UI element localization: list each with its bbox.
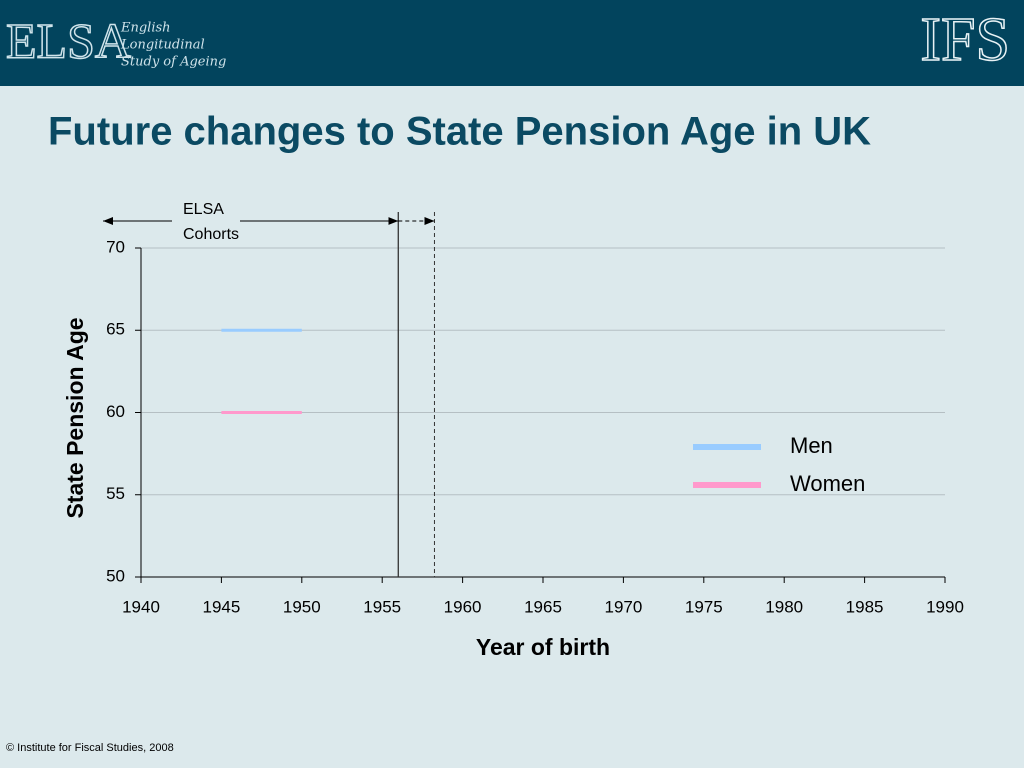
x-tick-label: 1940 [122,597,160,616]
y-tick-label: 60 [106,402,125,421]
footer: © Institute for Fiscal Studies, 2008 [6,742,174,754]
elsa-logo: ELSA [6,12,131,68]
logo-line: Longitudinal [120,38,205,53]
x-tick-label: 1970 [604,597,642,616]
ifs-logo: IFS [920,6,1010,74]
x-tick-label: 1960 [444,597,482,616]
x-tick-label: 1985 [846,597,884,616]
y-tick-label: 65 [106,320,125,339]
x-tick-label: 1990 [926,597,964,616]
header-band [0,0,1024,86]
y-tick-label: 50 [106,566,125,585]
y-tick-label: 70 [106,237,125,256]
x-axis-label: Year of birth [476,634,610,660]
annotation: ELSA [183,201,224,218]
legend-label: Men [790,433,833,458]
logo-line: Study of Ageing [121,55,226,70]
y-tick-label: 55 [106,484,125,503]
x-tick-label: 1975 [685,597,723,616]
x-tick-label: 1965 [524,597,562,616]
x-tick-label: 1955 [363,597,401,616]
logo-line: English [120,21,171,36]
x-tick-label: 1950 [283,597,321,616]
legend-label: Women [790,471,865,496]
chart-title: Future changes to State Pension Age in U… [48,110,871,154]
x-tick-label: 1945 [202,597,240,616]
x-tick-label: 1980 [765,597,803,616]
annotation: Cohorts [183,226,239,243]
y-axis-label: State Pension Age [62,317,88,518]
